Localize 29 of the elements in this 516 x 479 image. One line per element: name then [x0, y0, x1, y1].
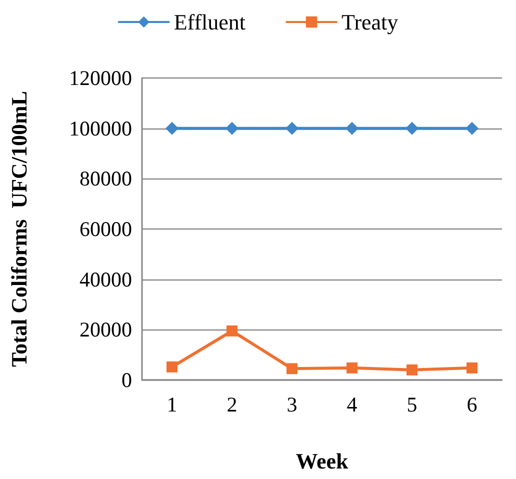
legend-label: Treaty [342, 10, 398, 34]
x-tick-label: 2 [226, 392, 238, 416]
legend-label: Effluent [174, 10, 246, 34]
point [286, 122, 298, 135]
point [286, 363, 298, 374]
point [466, 122, 478, 135]
x-tick-label: 6 [466, 392, 478, 416]
point [166, 361, 178, 372]
point [226, 122, 238, 135]
point [406, 364, 418, 376]
point [406, 122, 418, 135]
x-axis-title: Week [296, 448, 350, 474]
y-tick-label: 120000 [69, 66, 132, 90]
point [346, 122, 358, 135]
x-tick-label: 1 [166, 392, 178, 416]
x-tick-label: 4 [346, 392, 358, 416]
y-tick-label: 0 [122, 368, 132, 392]
y-tick-label: 60000 [80, 217, 132, 241]
point [226, 325, 238, 336]
y-tick-label: 40000 [80, 267, 132, 292]
y-tick-label: 100000 [69, 116, 132, 140]
y-tick-label: 80000 [80, 166, 132, 191]
y-axis-title: Total Coliforms UFC/100mL [6, 90, 32, 368]
y-tick-label: 20000 [80, 318, 132, 342]
x-tick-label: 3 [286, 392, 298, 416]
point [346, 362, 358, 374]
x-tick-label: 5 [406, 392, 418, 416]
point [466, 362, 478, 374]
point [166, 122, 178, 135]
